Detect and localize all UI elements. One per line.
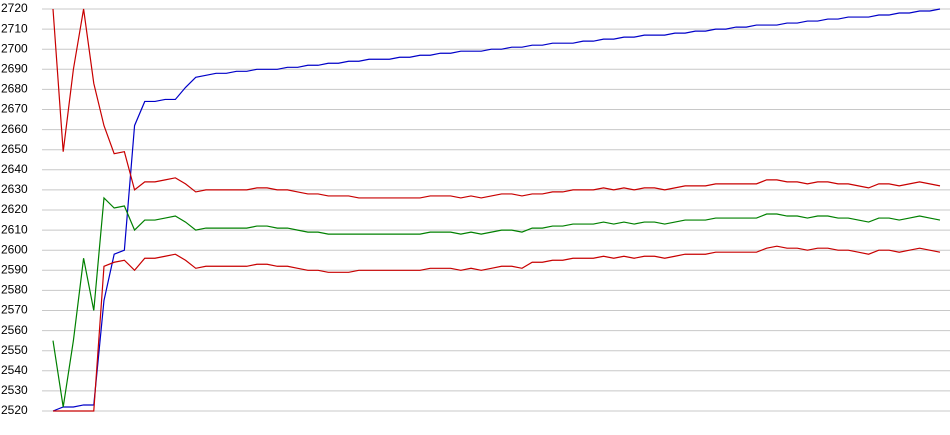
y-tick-label: 2520	[1, 403, 28, 417]
y-tick-label: 2590	[1, 262, 28, 276]
y-tick-label: 2620	[1, 202, 28, 216]
y-tick-label: 2640	[1, 162, 28, 176]
y-tick-label: 2540	[1, 363, 28, 377]
y-tick-label: 2600	[1, 242, 28, 256]
y-tick-label: 2710	[1, 21, 28, 35]
y-tick-label: 2610	[1, 222, 28, 236]
y-tick-label: 2630	[1, 182, 28, 196]
y-tick-label: 2580	[1, 283, 28, 297]
y-tick-label: 2550	[1, 343, 28, 357]
y-tick-label: 2530	[1, 383, 28, 397]
y-tick-label: 2570	[1, 303, 28, 317]
y-tick-label: 2700	[1, 41, 28, 55]
y-tick-label: 2720	[1, 1, 28, 15]
data-line	[53, 245, 941, 412]
y-tick-label: 2560	[1, 323, 28, 337]
data-line	[52, 8, 941, 199]
data-line	[52, 8, 941, 412]
y-tick-label: 2690	[1, 61, 28, 75]
y-tick-label: 2670	[1, 102, 28, 116]
y-tick-label: 2660	[1, 122, 28, 136]
y-tick-label: 2650	[1, 142, 28, 156]
data-line	[52, 196, 941, 408]
y-tick-label: 2680	[1, 82, 28, 96]
